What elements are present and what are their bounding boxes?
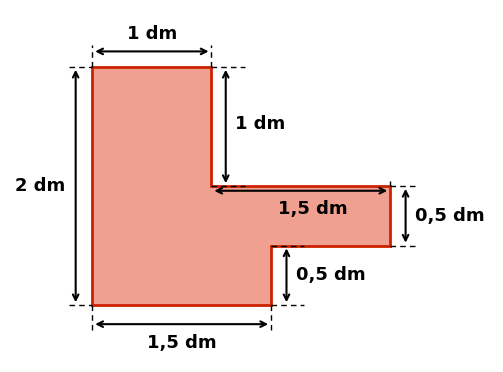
Text: 1,5 dm: 1,5 dm bbox=[278, 200, 348, 218]
Text: 0,5 dm: 0,5 dm bbox=[415, 207, 485, 225]
Text: 0,5 dm: 0,5 dm bbox=[296, 266, 366, 284]
Text: 2 dm: 2 dm bbox=[15, 177, 65, 195]
Text: 1 dm: 1 dm bbox=[235, 115, 286, 133]
Text: 1 dm: 1 dm bbox=[127, 25, 177, 43]
Text: 1,5 dm: 1,5 dm bbox=[147, 334, 216, 352]
Polygon shape bbox=[93, 67, 390, 305]
